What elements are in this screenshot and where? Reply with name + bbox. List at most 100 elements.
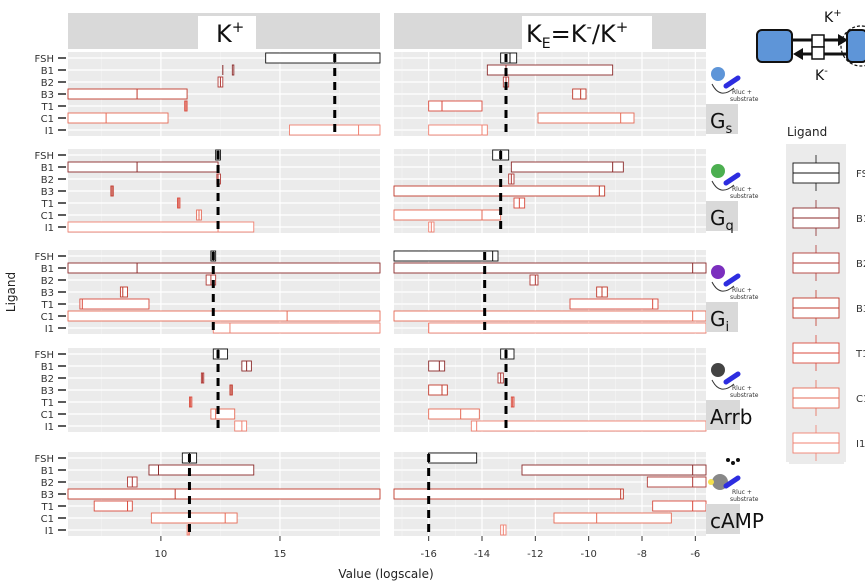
strip-label-sub: q xyxy=(726,219,734,234)
box-body xyxy=(521,464,707,476)
strip-label-main: G xyxy=(710,206,726,230)
box-c1 xyxy=(553,512,672,524)
box-fsh xyxy=(428,452,478,464)
y-tick-label-i1: I1 xyxy=(45,223,54,234)
y-tick-label-fsh: FSH xyxy=(35,454,54,465)
box-b1 xyxy=(148,464,255,476)
box-body xyxy=(265,52,381,64)
y-tick-label-t1: T1 xyxy=(41,502,54,513)
linker-path xyxy=(711,83,735,94)
reporter-icon: Rluc +substrate xyxy=(708,252,759,301)
box-c1 xyxy=(393,310,707,322)
box-t1 xyxy=(177,197,181,209)
substrate-label: substrate xyxy=(730,96,759,103)
box-body xyxy=(393,209,502,221)
box-body xyxy=(67,161,219,173)
box-body xyxy=(212,348,229,360)
panel-title-text: K+ xyxy=(216,18,244,48)
schematic-small-box-bottom xyxy=(811,46,825,60)
y-tick-label-b2: B2 xyxy=(41,478,54,489)
y-tick-label-b1: B1 xyxy=(41,362,54,373)
title-sub: E xyxy=(542,36,551,52)
box-i1 xyxy=(212,322,381,334)
y-tick-label-b2: B2 xyxy=(41,175,54,186)
substrate-label: substrate xyxy=(730,193,759,200)
box-i1 xyxy=(67,221,255,233)
rluc-label: Rluc + xyxy=(732,287,752,294)
legend-label: T1 xyxy=(855,349,865,360)
y-tick-label-i1: I1 xyxy=(45,422,54,433)
box-b1 xyxy=(510,161,624,173)
camp-dot xyxy=(731,461,735,465)
panel-r4-c2 xyxy=(394,348,707,432)
strip-label: Gs xyxy=(710,109,733,137)
schematic-top-label: K+ xyxy=(824,8,842,26)
rluc-icon xyxy=(723,273,741,287)
y-tick-label-t1: T1 xyxy=(41,102,54,113)
rluc-icon xyxy=(723,172,741,186)
panel-r3-c1 xyxy=(67,250,381,334)
y-tick-label-i1: I1 xyxy=(45,324,54,335)
box-body xyxy=(93,500,133,512)
box-body xyxy=(428,100,483,112)
box-body xyxy=(569,298,659,310)
rluc-label: Rluc + xyxy=(732,489,752,496)
y-tick-label-fsh: FSH xyxy=(35,151,54,162)
strip-row-3: Gi Rluc +substrate xyxy=(706,252,759,335)
box-body xyxy=(428,408,480,420)
box-c1 xyxy=(393,209,502,221)
x-tick-label: -10 xyxy=(580,549,596,560)
box-b2 xyxy=(497,372,504,384)
y-axis-title: Ligand xyxy=(4,272,18,312)
box-b3 xyxy=(110,185,114,197)
g-protein-icon xyxy=(711,265,725,279)
y-tick-label-b3: B3 xyxy=(41,386,54,397)
box-body xyxy=(428,452,478,464)
substrate-label: substrate xyxy=(730,294,759,301)
box-body xyxy=(486,64,614,76)
x-tick-label: -14 xyxy=(474,549,490,560)
box-b1 xyxy=(521,464,707,476)
box-b1 xyxy=(222,64,235,76)
box-body xyxy=(652,500,707,512)
strip-row-1: Gs Rluc +substrate xyxy=(706,54,759,137)
box-b1 xyxy=(67,161,219,173)
y-tick-label-fsh: FSH xyxy=(35,252,54,263)
box-body xyxy=(67,488,381,500)
x-tick-label: -12 xyxy=(527,549,543,560)
x-tick-label: 10 xyxy=(155,549,168,560)
box-b3 xyxy=(67,88,188,100)
box-b2 xyxy=(200,372,205,384)
box-i1 xyxy=(500,524,507,536)
y-tick-label-fsh: FSH xyxy=(35,54,54,65)
rluc-label: Rluc + xyxy=(732,385,752,392)
box-b3 xyxy=(428,384,448,396)
x-tick-label: 15 xyxy=(274,549,287,560)
title-main: K xyxy=(216,20,233,48)
box-body xyxy=(210,408,236,420)
substrate-label: substrate xyxy=(730,496,759,503)
strip-bg xyxy=(706,104,738,134)
box-body xyxy=(67,88,188,100)
box-b1 xyxy=(67,262,381,274)
box-b2 xyxy=(127,476,138,488)
y-tick-label-b3: B3 xyxy=(41,490,54,501)
box-t1 xyxy=(513,197,526,209)
panel-r1-c2 xyxy=(394,52,706,136)
legend-label: C1 xyxy=(856,394,865,405)
y-tick-label-b3: B3 xyxy=(41,288,54,299)
linker-path xyxy=(711,281,735,292)
box-body xyxy=(572,88,587,100)
box-b3 xyxy=(393,488,624,500)
panel-title-ke: KE=K-/K+ xyxy=(522,16,652,52)
box-c1 xyxy=(537,112,635,124)
box-c1 xyxy=(67,310,381,322)
legend-label: FSH xyxy=(856,169,865,180)
legend-keys: FSH B1 B2 B3 T1 C1 I1 xyxy=(789,152,865,464)
camp-dot xyxy=(726,458,730,462)
strip-row-4: Arrb Rluc +substrate xyxy=(706,350,759,430)
schematic-small-box-top xyxy=(811,34,825,48)
box-body xyxy=(646,476,707,488)
box-body xyxy=(148,464,255,476)
x-tick-label: -6 xyxy=(690,549,700,560)
